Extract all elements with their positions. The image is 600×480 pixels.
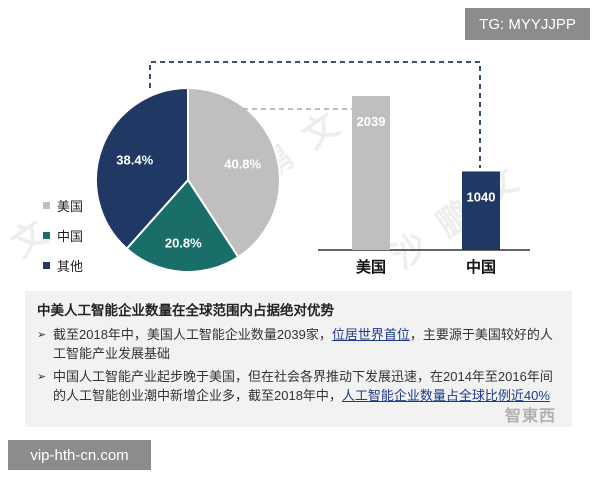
legend-swatch-china	[43, 231, 50, 239]
legend-item-other: 其他	[43, 250, 83, 280]
legend-label-usa: 美国	[57, 198, 84, 214]
pie-label-other: 38.4%	[116, 153, 153, 168]
bullet-arrow-icon: ➢	[37, 371, 47, 383]
connector-line-china	[149, 61, 481, 168]
bullet-2-link[interactable]: 人工智能企业数量占全球比例近40%	[341, 388, 550, 403]
legend-item-china: 中国	[43, 220, 83, 250]
bullet-text-1: 截至2018年中，美国人工智能企业数量2039家，位居世界首位，主要源于美国较好…	[53, 325, 560, 363]
bullet-1-link[interactable]: 位居世界首位	[331, 327, 410, 342]
bar-value-china: 1040	[467, 189, 496, 204]
chart-area: 40.8% 20.8% 38.4% 2039 美国 1040 中国	[95, 61, 530, 276]
pie-label-usa: 40.8%	[224, 157, 261, 172]
legend-item-usa: 美国	[43, 190, 83, 220]
legend-swatch-usa	[43, 201, 50, 209]
pie-label-china: 20.8%	[165, 235, 202, 250]
tg-badge: TG: MYYJJPP	[465, 8, 590, 40]
zhidongxi-logo: 智東西	[505, 408, 557, 425]
bar-category-china: 中国	[466, 258, 496, 276]
summary-bullet-2: ➢ 中国人工智能产业起步晚于美国，但在社会各界推动下发展迅速，在2014年至20…	[37, 367, 560, 405]
bar-category-usa: 美国	[356, 258, 386, 276]
legend-label-china: 中国	[57, 228, 84, 244]
pie-slice-other	[95, 86, 189, 251]
summary-bullet-1: ➢ 截至2018年中，美国人工智能企业数量2039家，位居世界首位，主要源于美国…	[37, 325, 560, 363]
bar-usa	[352, 96, 390, 250]
bullet-2-text: 中国人工智能产业起步晚于美国，但在社会各界推动下发展迅速，在2014年至2016…	[53, 369, 553, 403]
legend-label-other: 其他	[57, 258, 84, 274]
summary-textbox: 中美人工智能企业数量在全球范围内占据绝对优势 ➢ 截至2018年中，美国人工智能…	[25, 291, 572, 427]
bullet-text-2: 中国人工智能产业起步晚于美国，但在社会各界推动下发展迅速，在2014年至2016…	[53, 367, 560, 405]
summary-title: 中美人工智能企业数量在全球范围内占据绝对优势	[37, 303, 334, 318]
bullet-1-text-end: ，主要源于美国较好的人工智能产业发展基础	[53, 327, 553, 361]
pie-slice-china	[125, 178, 240, 273]
bar-value-usa: 2039	[357, 114, 386, 129]
site-badge: vip-hth-cn.com	[8, 440, 151, 470]
bar-china	[462, 171, 500, 250]
pie-legend: 美国 中国 其他	[43, 190, 83, 280]
bullet-arrow-icon: ➢	[37, 329, 47, 341]
legend-swatch-other	[43, 261, 50, 269]
bullet-1-text: 截至2018年中，美国人工智能企业数量2039家，	[53, 327, 332, 342]
